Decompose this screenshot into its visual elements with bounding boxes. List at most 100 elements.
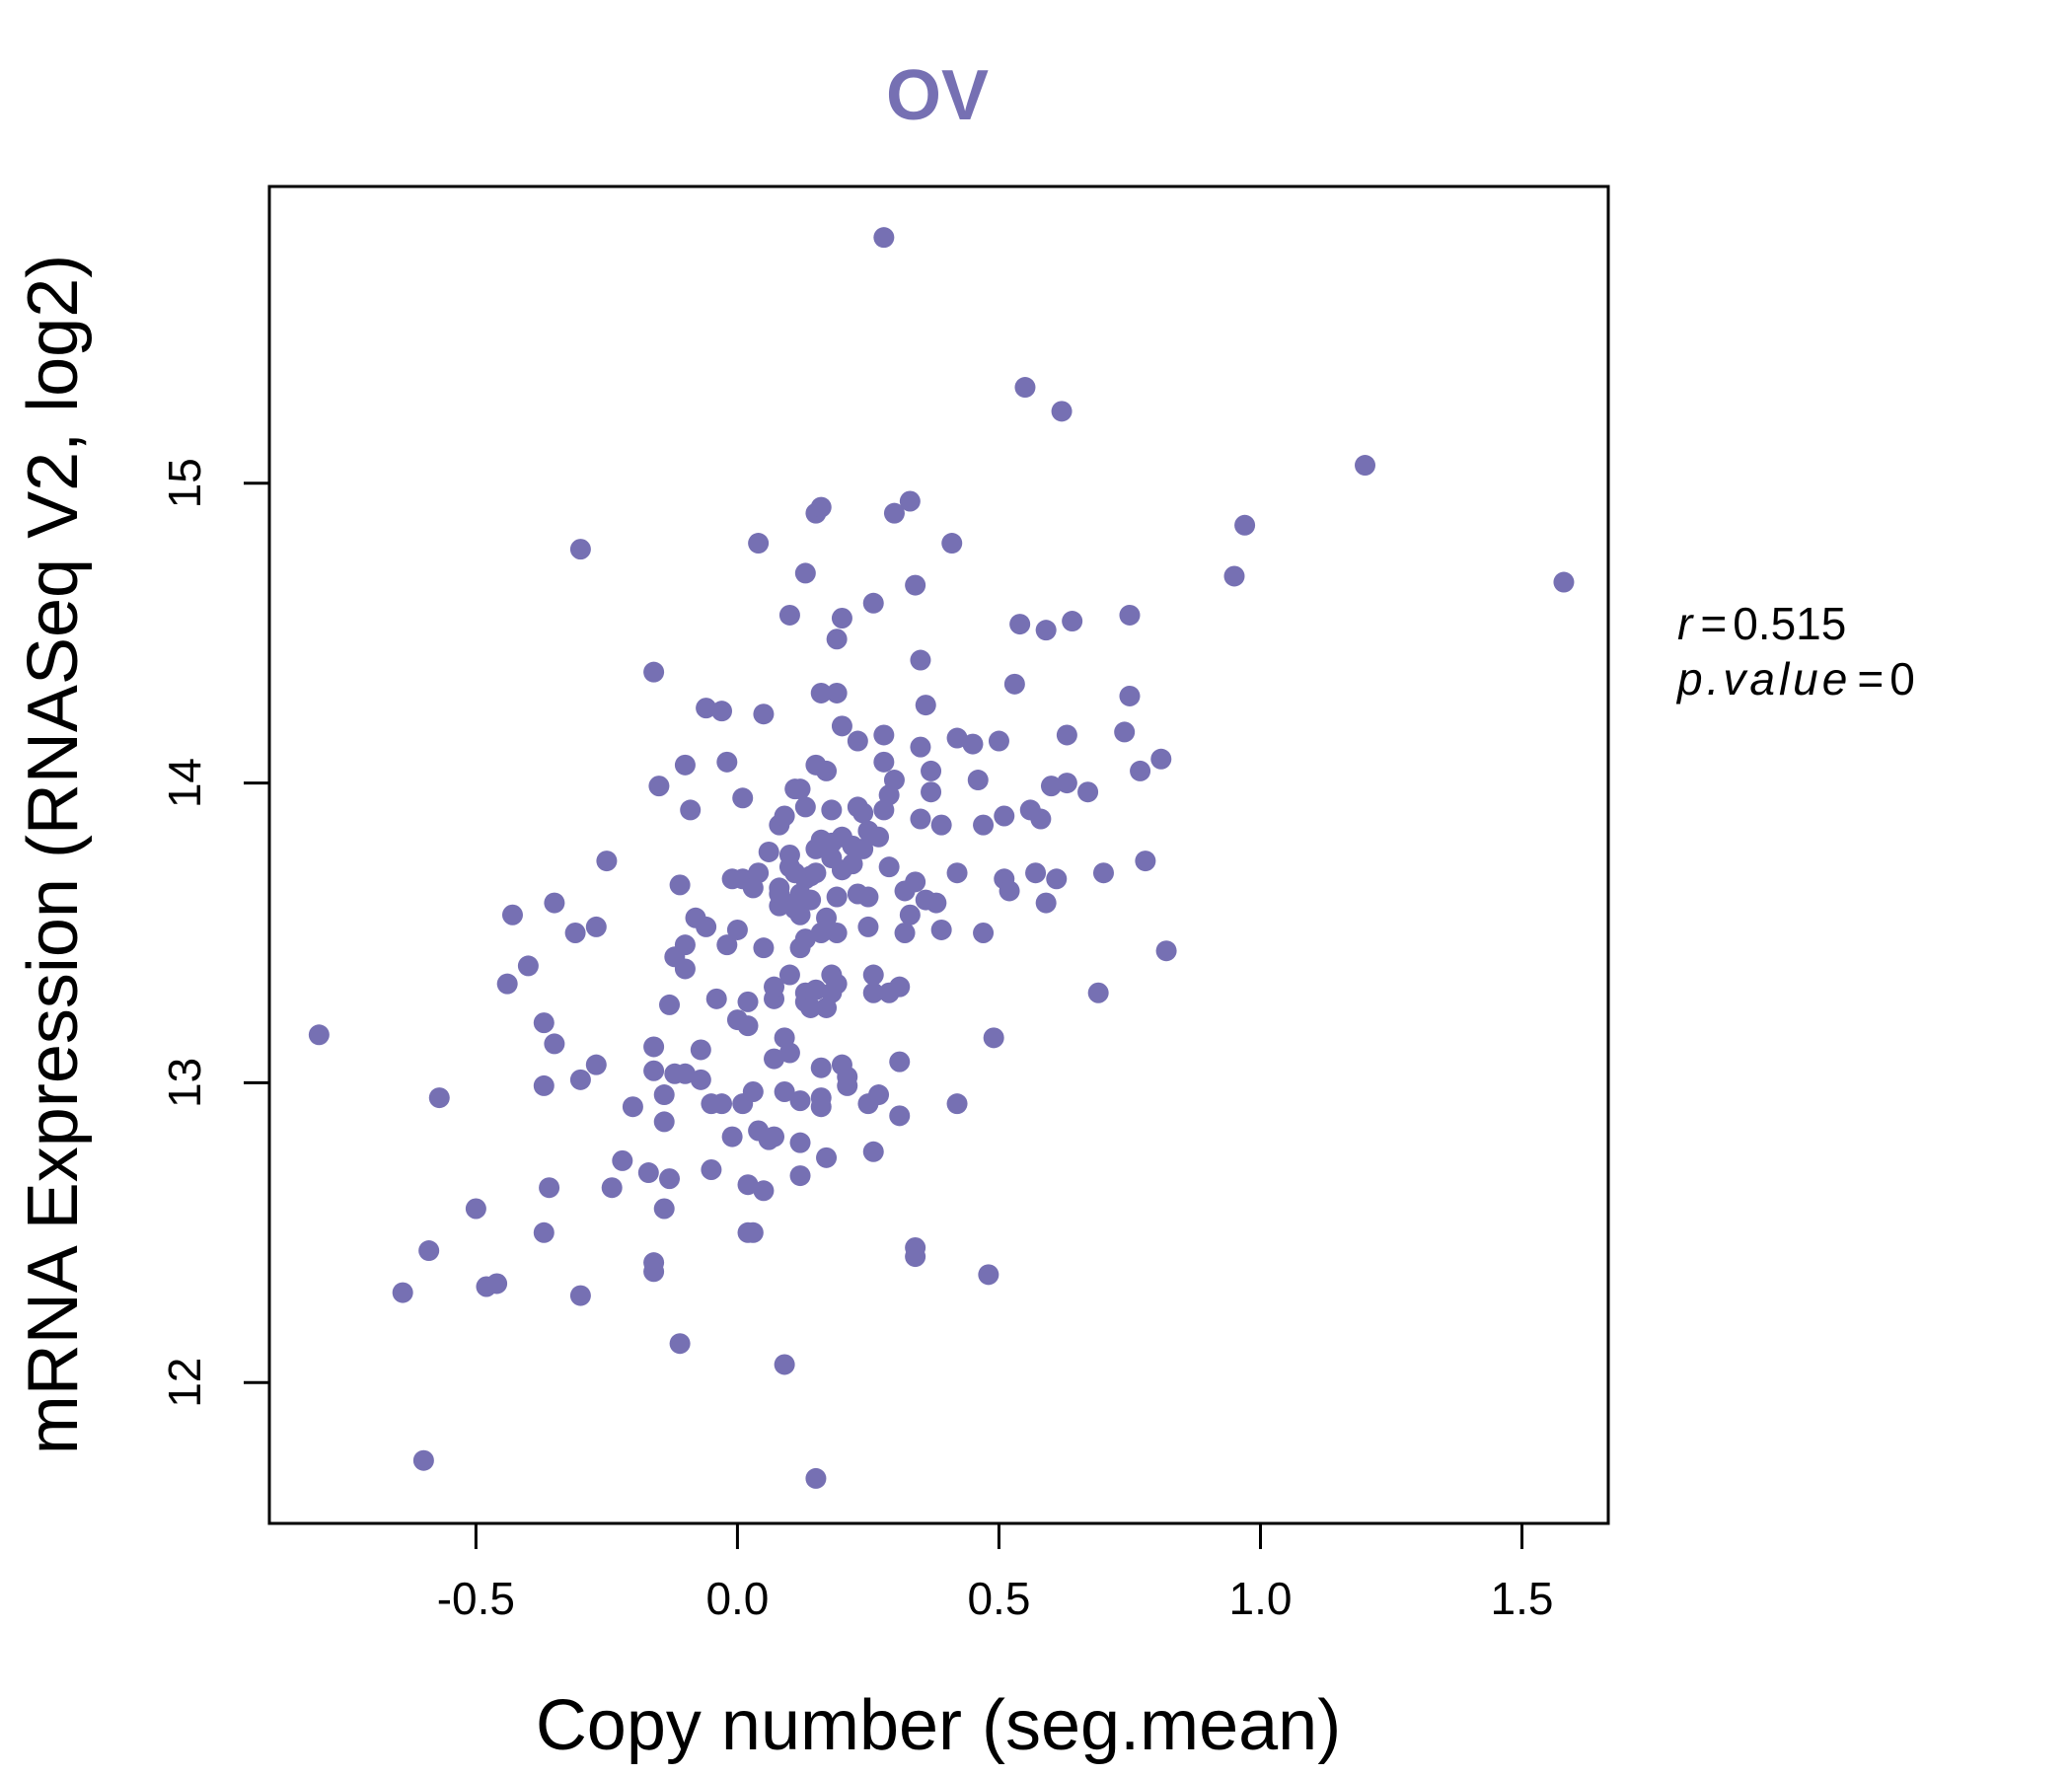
data-point xyxy=(648,776,670,797)
data-point xyxy=(831,715,852,737)
data-point xyxy=(659,994,681,1015)
x-tick-label: 0.5 xyxy=(967,1573,1030,1624)
data-point xyxy=(501,904,523,925)
data-point xyxy=(674,754,696,776)
data-point xyxy=(1087,982,1109,1003)
data-point xyxy=(1040,776,1062,797)
data-point xyxy=(862,592,884,614)
data-point xyxy=(826,682,848,703)
data-point xyxy=(539,1177,560,1199)
data-point xyxy=(764,1048,785,1070)
data-point xyxy=(637,1162,659,1184)
data-point xyxy=(690,1039,711,1061)
data-point xyxy=(810,1057,832,1078)
data-point xyxy=(701,1159,722,1181)
data-point xyxy=(852,838,874,859)
data-point xyxy=(643,1261,665,1283)
data-point xyxy=(517,955,539,977)
data-point xyxy=(930,919,952,940)
data-point xyxy=(544,892,565,914)
data-point xyxy=(946,1093,968,1115)
p-value: 0 xyxy=(1889,653,1915,704)
data-point xyxy=(1003,673,1025,695)
data-point xyxy=(921,760,942,781)
data-point xyxy=(569,1069,591,1090)
data-point xyxy=(1155,940,1177,962)
data-point xyxy=(1223,565,1245,587)
data-point xyxy=(883,502,905,524)
r-annotation: r = 0.515 xyxy=(1677,598,1846,649)
data-point xyxy=(789,778,811,800)
data-point xyxy=(596,851,618,872)
data-point xyxy=(612,1149,633,1171)
data-point xyxy=(878,856,900,878)
data-point xyxy=(826,922,848,943)
data-point xyxy=(1234,514,1256,536)
data-point xyxy=(831,607,852,629)
data-point xyxy=(669,874,691,896)
data-point xyxy=(680,799,702,821)
data-point xyxy=(925,892,947,914)
data-point xyxy=(716,934,738,956)
data-point xyxy=(1130,760,1151,781)
data-point xyxy=(873,724,895,746)
data-point xyxy=(674,958,696,980)
data-point xyxy=(889,1051,911,1073)
data-point xyxy=(1051,401,1073,422)
data-point xyxy=(842,853,863,875)
data-point xyxy=(1014,377,1036,399)
data-point xyxy=(905,871,926,893)
data-point xyxy=(659,1168,681,1190)
data-point xyxy=(748,533,770,555)
data-point xyxy=(1553,571,1575,593)
data-point xyxy=(988,730,1009,752)
data-point xyxy=(428,1087,450,1109)
data-point xyxy=(1046,868,1068,890)
data-point xyxy=(789,1132,811,1153)
data-point xyxy=(852,802,874,824)
data-point xyxy=(941,533,963,555)
data-point xyxy=(690,1069,711,1090)
data-point xyxy=(533,1074,555,1096)
data-point xyxy=(983,1027,1004,1049)
data-point xyxy=(789,1090,811,1112)
data-point xyxy=(794,796,816,818)
data-point xyxy=(778,964,800,986)
data-point xyxy=(486,1273,508,1295)
data-point xyxy=(805,862,827,884)
data-point xyxy=(764,1126,785,1147)
data-point xyxy=(905,1246,926,1268)
data-point xyxy=(737,1015,759,1037)
data-point xyxy=(847,730,868,752)
data-point xyxy=(742,1081,764,1103)
data-point xyxy=(805,1467,827,1489)
data-point xyxy=(465,1198,486,1220)
x-axis: -0.5 0.0 0.5 1.0 1.5 xyxy=(437,1523,1554,1624)
data-point xyxy=(643,1036,665,1058)
data-point xyxy=(826,886,848,908)
chart-title: OV xyxy=(886,56,989,135)
data-point xyxy=(653,1198,675,1220)
data-point xyxy=(910,649,931,671)
data-point xyxy=(973,814,995,836)
data-point xyxy=(837,1074,858,1096)
x-tick-label: 1.0 xyxy=(1229,1573,1293,1624)
data-point xyxy=(569,1285,591,1306)
data-point xyxy=(794,928,816,950)
data-point xyxy=(816,1147,838,1168)
data-point xyxy=(994,805,1015,827)
data-point xyxy=(533,1221,555,1243)
data-point xyxy=(669,1333,691,1355)
data-point xyxy=(705,988,727,1009)
data-point xyxy=(696,916,717,937)
data-point xyxy=(711,1093,733,1115)
data-point xyxy=(392,1282,413,1303)
data-point xyxy=(737,991,759,1012)
data-point xyxy=(816,760,838,781)
data-point xyxy=(496,973,518,995)
data-point xyxy=(1119,604,1141,626)
data-point xyxy=(899,490,921,512)
data-point xyxy=(758,841,779,862)
data-point xyxy=(726,919,748,940)
